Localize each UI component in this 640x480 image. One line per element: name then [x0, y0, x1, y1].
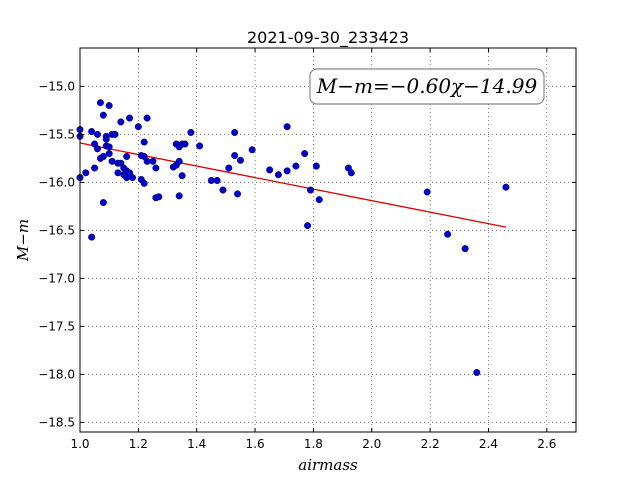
data-point	[105, 150, 113, 158]
data-point	[423, 188, 431, 196]
x-tick-label: 1.8	[304, 437, 323, 451]
data-point	[155, 193, 163, 201]
data-point	[143, 114, 151, 122]
data-point	[304, 222, 312, 230]
x-tick-label: 1.6	[246, 437, 265, 451]
x-tick-label: 1.4	[187, 437, 206, 451]
y-axis-label: M−m	[14, 219, 32, 262]
data-point	[234, 190, 242, 198]
data-point	[207, 176, 215, 184]
data-point	[315, 196, 323, 204]
data-point	[283, 167, 291, 175]
data-point	[149, 157, 157, 165]
y-tick-label: −15.5	[38, 127, 75, 141]
data-point	[283, 123, 291, 131]
data-point	[196, 142, 204, 150]
data-point	[105, 143, 113, 151]
data-point	[117, 118, 125, 126]
data-point	[140, 179, 148, 187]
y-tick-label: −18.0	[38, 367, 75, 381]
data-point	[187, 128, 195, 136]
data-point	[266, 166, 274, 174]
data-point	[99, 152, 107, 160]
data-point	[473, 368, 481, 376]
data-point	[312, 162, 320, 170]
data-point	[126, 114, 134, 122]
data-point	[175, 157, 183, 165]
data-point	[444, 230, 452, 238]
data-point	[248, 146, 256, 154]
y-tick-label: −16.5	[38, 223, 75, 237]
x-tick-label: 1.0	[70, 437, 89, 451]
data-point	[94, 145, 102, 153]
y-tick-label: −15.0	[38, 79, 75, 93]
annotation-box	[309, 68, 545, 105]
fit-line	[79, 142, 507, 228]
data-point	[231, 128, 239, 136]
data-point	[225, 164, 233, 172]
data-point	[88, 128, 96, 136]
axis-ticks: 1.0 1.2 1.4 1.6 1.8 2.0 2.2 2.4 2.6 −15.0 −15.5 −16…	[38, 48, 576, 451]
data-point	[111, 130, 119, 138]
y-tick-label: −17.5	[38, 319, 75, 333]
data-point	[231, 152, 239, 160]
data-point	[219, 186, 227, 194]
data-point	[181, 140, 189, 148]
plot-area	[80, 48, 576, 432]
data-point	[114, 169, 122, 177]
data-point	[347, 169, 355, 177]
chart-title: 2021-09-30_233423	[247, 28, 409, 48]
data-point	[301, 150, 309, 158]
x-tick-label: 2.4	[479, 437, 498, 451]
y-tick-label: −16.0	[38, 175, 75, 189]
fit-annotation: M−m=−0.60χ−14.99	[309, 68, 545, 105]
data-point	[274, 171, 282, 179]
x-tick-label: 2.2	[421, 437, 440, 451]
data-point	[134, 123, 142, 131]
data-point	[292, 162, 300, 170]
data-point	[82, 169, 90, 177]
data-point	[88, 233, 96, 241]
data-point	[152, 164, 160, 172]
data-points	[76, 99, 510, 376]
fit-layer	[79, 142, 507, 228]
data-point	[91, 164, 99, 172]
x-tick-label: 2.6	[537, 437, 556, 451]
data-point	[236, 156, 244, 164]
data-point	[175, 192, 183, 200]
data-point	[143, 157, 151, 165]
data-point	[99, 199, 107, 207]
grid	[79, 48, 576, 432]
data-point	[108, 157, 116, 165]
y-tick-label: −17.0	[38, 271, 75, 285]
data-point	[140, 138, 148, 146]
data-point	[102, 135, 110, 143]
data-point	[461, 245, 469, 253]
data-point	[94, 130, 102, 138]
y-tick-label: −18.5	[38, 415, 75, 429]
x-tick-label: 1.2	[129, 437, 148, 451]
data-point	[123, 152, 131, 160]
x-axis-label: airmass	[298, 456, 358, 474]
data-point	[105, 102, 113, 110]
data-point	[99, 111, 107, 119]
data-point	[178, 172, 186, 180]
x-tick-label: 2.0	[362, 437, 381, 451]
data-point	[306, 186, 314, 194]
data-point	[129, 174, 137, 182]
data-point	[213, 176, 221, 184]
plot-frame	[79, 47, 577, 433]
data-point	[96, 99, 104, 107]
annotation-equation: M−m=−0.60χ−14.99	[316, 74, 538, 98]
data-point	[502, 183, 510, 191]
